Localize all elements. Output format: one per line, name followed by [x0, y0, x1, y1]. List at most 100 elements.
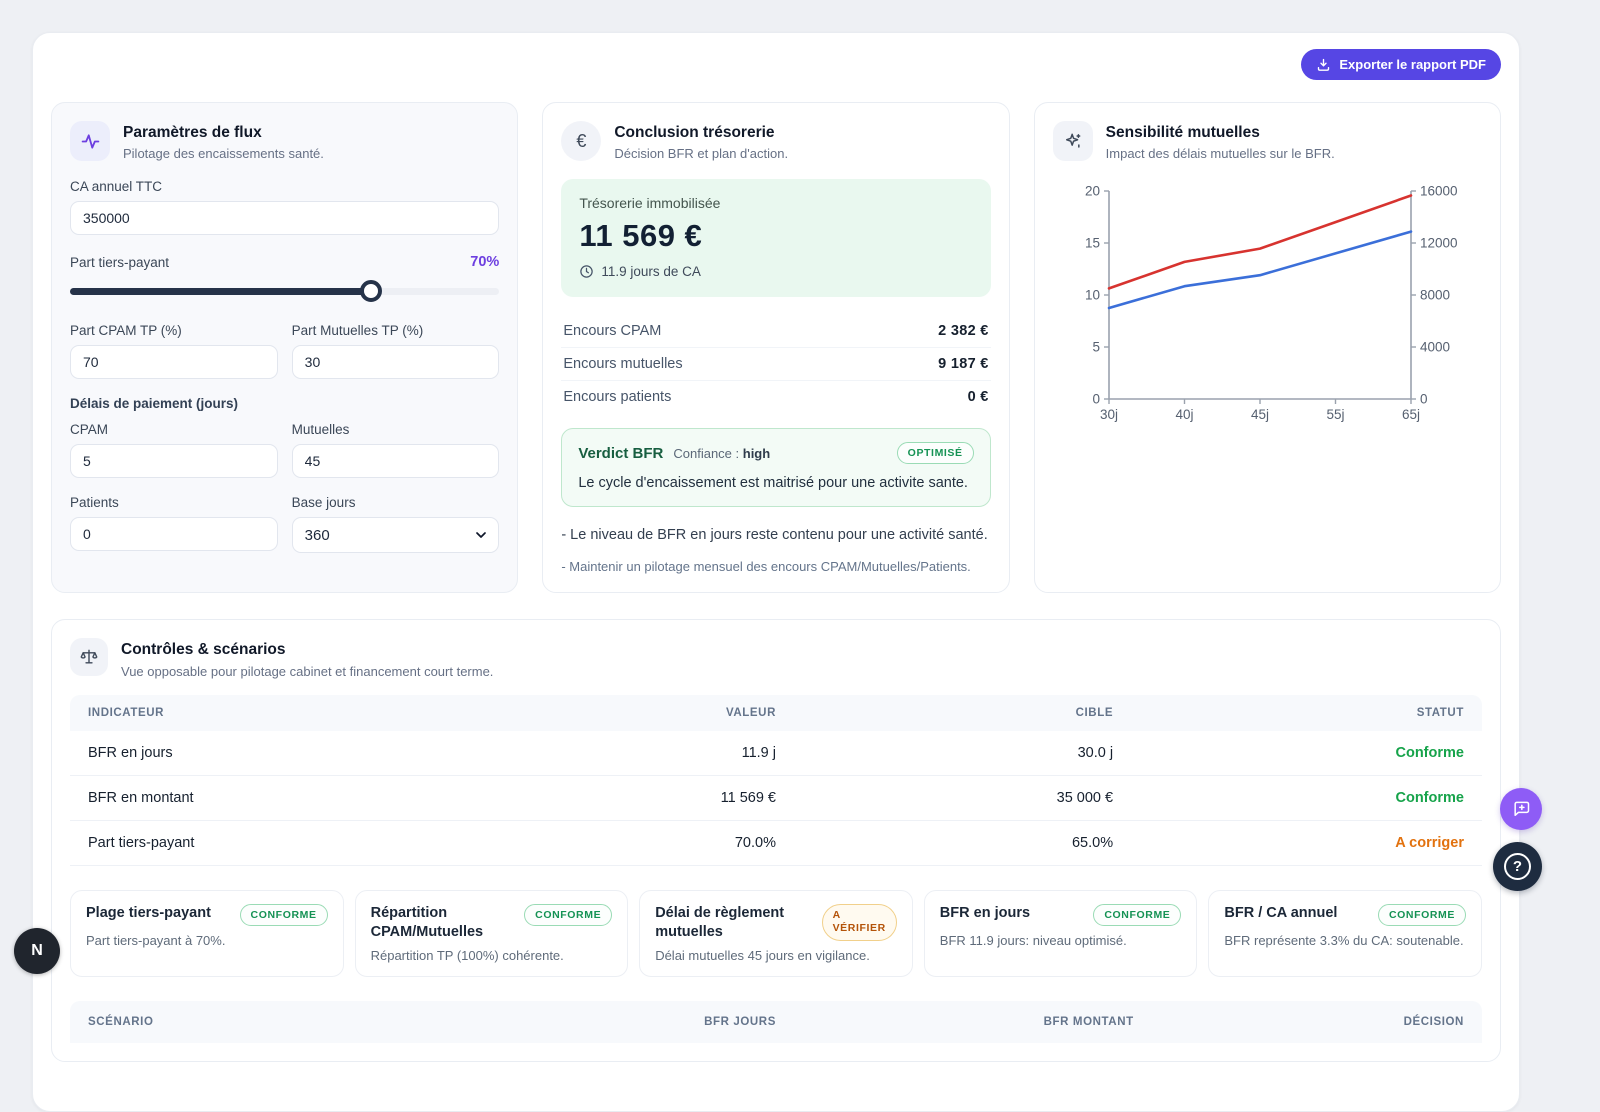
verdict-box: Verdict BFR Confiance : high OPTIMISÉ Le…	[561, 428, 990, 507]
export-pdf-button[interactable]: Exporter le rapport PDF	[1301, 49, 1501, 80]
check-card: Répartition CPAM/Mutuelles CONFORME Répa…	[355, 890, 629, 978]
delai-cpam-label: CPAM	[70, 422, 278, 437]
activity-icon	[70, 121, 110, 161]
checks-row: Plage tiers-payant CONFORME Part tiers-p…	[70, 890, 1482, 978]
svg-text:4000: 4000	[1420, 340, 1450, 355]
feedback-button[interactable]	[1500, 788, 1542, 830]
part-mutuelles-tp-input[interactable]	[292, 345, 500, 379]
delai-cpam-input[interactable]	[70, 444, 278, 478]
sensibilite-header: Sensibilité mutuelles Impact des délais …	[1053, 121, 1482, 161]
encours-list: Encours CPAM 2 382 € Encours mutuelles 9…	[561, 315, 990, 413]
tp-slider-fill	[70, 288, 371, 295]
check-badge: A VÉRIFIER	[822, 904, 897, 941]
check-card: Plage tiers-payant CONFORME Part tiers-p…	[70, 890, 344, 978]
topbar: Exporter le rapport PDF	[51, 49, 1501, 80]
status-badge: A corriger	[1113, 835, 1464, 851]
scales-icon	[70, 638, 108, 676]
conclusion-header: € Conclusion trésorerie Décision BFR et …	[561, 121, 990, 161]
tiers-payant-value: 70%	[470, 254, 499, 270]
svg-text:12000: 12000	[1420, 236, 1458, 251]
check-badge: CONFORME	[524, 904, 612, 926]
parametres-header: Paramètres de flux Pilotage des encaisse…	[70, 121, 499, 161]
tp-slider-thumb[interactable]	[360, 280, 382, 302]
chat-plus-icon	[1511, 799, 1531, 819]
svg-text:10: 10	[1085, 288, 1100, 303]
verdict-label: Verdict BFR	[578, 445, 663, 462]
parametres-title: Paramètres de flux	[123, 121, 324, 142]
part-cpam-tp-input[interactable]	[70, 345, 278, 379]
svg-text:20: 20	[1085, 184, 1100, 199]
table-row: BFR en jours 11.9 j 30.0 j Conforme	[70, 731, 1482, 776]
scenarios-header-row: SCÉNARIO BFR JOURS BFR MONTANT DÉCISION	[70, 1001, 1482, 1043]
encours-row: Encours mutuelles 9 187 €	[561, 348, 990, 381]
delai-patients-input[interactable]	[70, 517, 278, 551]
check-badge: CONFORME	[240, 904, 328, 926]
delai-patients-label: Patients	[70, 495, 278, 510]
part-mutuelles-tp-label: Part Mutuelles TP (%)	[292, 323, 500, 338]
tresorerie-box: Trésorerie immobilisée 11 569 € 11.9 jou…	[561, 179, 990, 297]
confiance-label: Confiance :	[673, 446, 739, 461]
controles-title: Contrôles & scénarios	[121, 638, 493, 659]
indicateurs-table: INDICATEUR VALEUR CIBLE STATUT BFR en jo…	[70, 695, 1482, 866]
jours-ca-text: 11.9 jours de CA	[601, 264, 701, 279]
svg-text:45j: 45j	[1251, 407, 1269, 422]
help-button[interactable]: ?	[1493, 842, 1542, 891]
sensibilite-subtitle: Impact des délais mutuelles sur le BFR.	[1106, 146, 1335, 161]
parametres-subtitle: Pilotage des encaissements santé.	[123, 146, 324, 161]
euro-icon: €	[561, 121, 601, 161]
ca-annuel-label: CA annuel TTC	[70, 179, 499, 194]
check-card: BFR / CA annuel CONFORME BFR représente …	[1208, 890, 1482, 978]
check-badge: CONFORME	[1093, 904, 1181, 926]
sparkle-icon	[1053, 121, 1093, 161]
sensibilite-panel: Sensibilité mutuelles Impact des délais …	[1034, 102, 1501, 593]
tresorerie-amount: 11 569 €	[579, 218, 972, 254]
verdict-text: Le cycle d'encaissement est maitrisé pou…	[578, 475, 973, 491]
table-row: Part tiers-payant 70.0% 65.0% A corriger	[70, 821, 1482, 866]
check-card: BFR en jours CONFORME BFR 11.9 jours: ni…	[924, 890, 1198, 978]
controles-subtitle: Vue opposable pour pilotage cabinet et f…	[121, 664, 493, 679]
svg-text:8000: 8000	[1420, 288, 1450, 303]
avatar[interactable]: N	[14, 928, 60, 974]
conclusion-note-1: - Le niveau de BFR en jours reste conten…	[561, 527, 990, 543]
verdict-status-badge: OPTIMISÉ	[897, 442, 974, 464]
question-icon: ?	[1504, 853, 1531, 880]
conclusion-panel: € Conclusion trésorerie Décision BFR et …	[542, 102, 1009, 593]
tiers-payant-label: Part tiers-payant	[70, 255, 169, 270]
encours-row: Encours patients 0 €	[561, 381, 990, 413]
sensibilite-chart: 05101520040008000120001600030j40j45j55j6…	[1065, 179, 1469, 433]
ca-annuel-input[interactable]	[70, 201, 499, 235]
delai-mutuelles-input[interactable]	[292, 444, 500, 478]
svg-text:0: 0	[1420, 392, 1428, 407]
status-badge: Conforme	[1113, 745, 1464, 761]
table-header-row: INDICATEUR VALEUR CIBLE STATUT	[70, 695, 1482, 731]
svg-text:65j: 65j	[1402, 407, 1420, 422]
delai-mutuelles-label: Mutuelles	[292, 422, 500, 437]
delais-section-label: Délais de paiement (jours)	[70, 396, 499, 411]
svg-text:16000: 16000	[1420, 184, 1458, 199]
base-jours-select[interactable]: 360	[292, 517, 500, 553]
top-cards-row: Paramètres de flux Pilotage des encaisse…	[51, 102, 1501, 593]
conclusion-subtitle: Décision BFR et plan d'action.	[614, 146, 788, 161]
conclusion-title: Conclusion trésorerie	[614, 121, 788, 142]
sensibilite-title: Sensibilité mutuelles	[1106, 121, 1335, 142]
encours-row: Encours CPAM 2 382 €	[561, 315, 990, 348]
tresorerie-label: Trésorerie immobilisée	[579, 195, 972, 211]
parametres-panel: Paramètres de flux Pilotage des encaisse…	[51, 102, 518, 593]
svg-text:15: 15	[1085, 236, 1100, 251]
svg-text:30j: 30j	[1100, 407, 1118, 422]
svg-text:40j: 40j	[1176, 407, 1194, 422]
export-pdf-label: Exporter le rapport PDF	[1339, 57, 1486, 72]
controles-panel: Contrôles & scénarios Vue opposable pour…	[51, 619, 1501, 1062]
part-cpam-tp-label: Part CPAM TP (%)	[70, 323, 278, 338]
svg-text:55j: 55j	[1327, 407, 1345, 422]
confiance-value: high	[743, 446, 770, 461]
tiers-payant-slider[interactable]	[70, 280, 499, 302]
svg-text:0: 0	[1093, 392, 1101, 407]
check-card: Délai de règlement mutuelles A VÉRIFIER …	[639, 890, 913, 978]
status-badge: Conforme	[1113, 790, 1464, 806]
conclusion-note-2: - Maintenir un pilotage mensuel des enco…	[561, 559, 990, 574]
base-jours-label: Base jours	[292, 495, 500, 510]
check-badge: CONFORME	[1378, 904, 1466, 926]
main-container: Exporter le rapport PDF Paramètres de fl…	[32, 32, 1520, 1112]
controles-header: Contrôles & scénarios Vue opposable pour…	[70, 638, 1482, 678]
